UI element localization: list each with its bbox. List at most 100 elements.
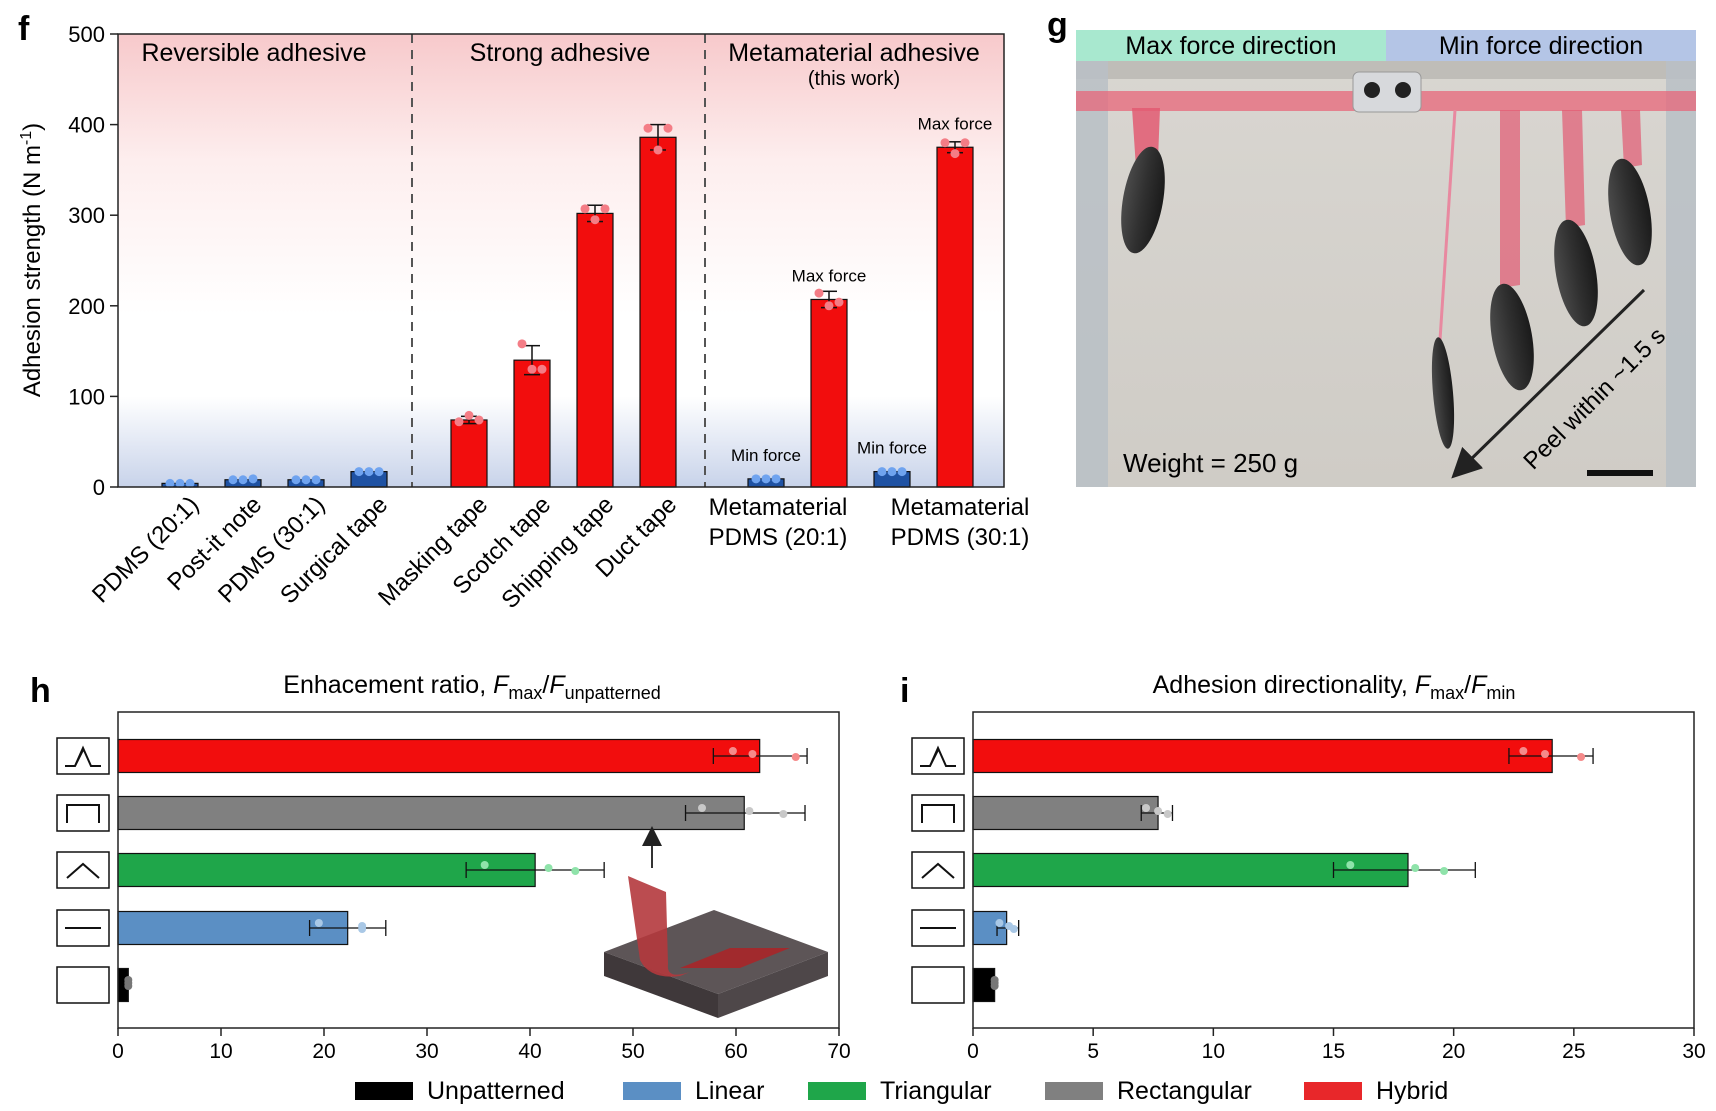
data-point: [580, 204, 590, 214]
panel-i-x-axis: 0 5 10 15 20 25 30: [967, 1028, 1706, 1063]
panel-label-f: f: [18, 10, 30, 48]
max-force-direction-header: Max force direction: [1125, 32, 1336, 60]
data-point: [1346, 861, 1355, 869]
data-point: [950, 149, 960, 159]
data-point: [960, 138, 970, 148]
bar-annotation: Min force: [731, 446, 801, 465]
data-point: [698, 804, 707, 812]
data-point: [124, 982, 133, 990]
data-point: [517, 339, 527, 349]
data-point: [454, 417, 464, 427]
data-point: [1154, 807, 1163, 815]
data-point: [1540, 750, 1549, 758]
x-tick-label: 20: [1442, 1040, 1465, 1063]
data-point: [301, 475, 311, 485]
y-tick-label: 200: [68, 294, 105, 319]
icon-frame: [911, 794, 965, 832]
tape-strip: [1621, 110, 1642, 168]
data-point: [544, 864, 553, 872]
legend-swatch: [355, 1082, 413, 1100]
linear-pattern-icon: [56, 909, 110, 947]
x-tick-label: 60: [724, 1040, 747, 1063]
bar-annotation: Max force: [792, 266, 867, 285]
bar: [639, 136, 677, 488]
data-point: [1411, 864, 1420, 872]
data-point: [291, 475, 301, 485]
weight-label: Weight = 250 g: [1123, 448, 1298, 478]
panel-f: f 0 100 200 300 400 500 Reversible adhesive St…: [18, 10, 1029, 614]
group-label: Metamaterial adhesive: [728, 39, 980, 67]
data-point: [1440, 867, 1449, 875]
panel-h-frame: [117, 711, 840, 1029]
clamp-bolt: [1364, 82, 1380, 98]
peel-direction-arrow: [1451, 288, 1646, 479]
data-point: [374, 467, 384, 477]
x-tick-label: PDMS (20:1): [709, 524, 848, 551]
x-tick-label: Metamaterial: [709, 494, 848, 521]
icon-shape: [66, 862, 100, 879]
x-tick-label: 15: [1322, 1040, 1345, 1063]
data-point: [748, 750, 757, 758]
icon-shape: [920, 745, 956, 767]
triangular-pattern-icon: [911, 851, 965, 889]
legend-label: Hybrid: [1376, 1077, 1448, 1105]
tape-strip: [1562, 110, 1585, 228]
bar-annotation: Max force: [918, 114, 993, 133]
x-tick-label: 25: [1562, 1040, 1585, 1063]
data-point: [600, 204, 610, 214]
hybrid-pattern-icon: [56, 737, 110, 775]
bar-annotation: Min force: [857, 439, 927, 458]
panel-i-title: Adhesion directionality, Fmax/Fmin: [1153, 671, 1516, 703]
legend-label: Triangular: [880, 1077, 992, 1105]
legend: Unpatterned Linear Triangular Rectangular Hy…: [355, 1077, 1448, 1105]
data-point: [590, 215, 600, 225]
panel-f-bars: Min force Max force Min force Max force: [161, 114, 993, 488]
data-point: [771, 474, 781, 484]
icon-shape: [921, 804, 955, 823]
weight-disk: [1431, 337, 1455, 449]
panel-label-i: i: [900, 672, 909, 710]
hybrid-pattern-icon: [911, 737, 965, 775]
x-tick-label: 10: [209, 1040, 232, 1063]
data-point: [779, 810, 788, 818]
icon-frame: [56, 966, 110, 1004]
data-point: [824, 301, 834, 311]
data-point: [897, 467, 907, 477]
group-label: Strong adhesive: [470, 39, 651, 67]
bar: [972, 738, 1553, 774]
bar: [936, 146, 974, 488]
tape-strip: [1438, 109, 1457, 341]
panel-label-h: h: [30, 672, 51, 710]
panel-h-pattern-icons: [56, 737, 110, 1004]
panel-h: h Enhacement ratio, Fmax/Funpatterned 0 1…: [30, 671, 851, 1063]
x-tick-label: 5: [1087, 1040, 1099, 1063]
data-point: [653, 145, 663, 155]
legend-label: Linear: [695, 1077, 765, 1105]
legend-item: Rectangular: [1045, 1077, 1252, 1105]
icon-shape: [66, 804, 100, 823]
triangular-pattern-icon: [56, 851, 110, 889]
data-point: [364, 467, 374, 477]
data-point: [354, 467, 364, 477]
x-tick-label: 30: [415, 1040, 438, 1063]
data-point: [1142, 804, 1151, 812]
photo-background: [1076, 61, 1696, 487]
data-point: [248, 474, 258, 484]
legend-swatch: [808, 1082, 866, 1100]
data-point: [228, 475, 238, 485]
data-point: [751, 474, 761, 484]
peel-test-inset: [604, 826, 828, 1018]
data-point: [1163, 810, 1172, 818]
icon-frame: [56, 737, 110, 775]
max-force-header-bg: [1076, 30, 1386, 61]
y-tick-label: 500: [68, 22, 105, 47]
bar: [450, 419, 488, 488]
data-point: [745, 807, 754, 815]
legend-swatch: [623, 1082, 681, 1100]
data-point: [185, 478, 195, 488]
group-label: Reversible adhesive: [141, 39, 366, 67]
data-point: [877, 467, 887, 477]
data-point: [480, 861, 489, 869]
substrate-side: [718, 952, 828, 1018]
